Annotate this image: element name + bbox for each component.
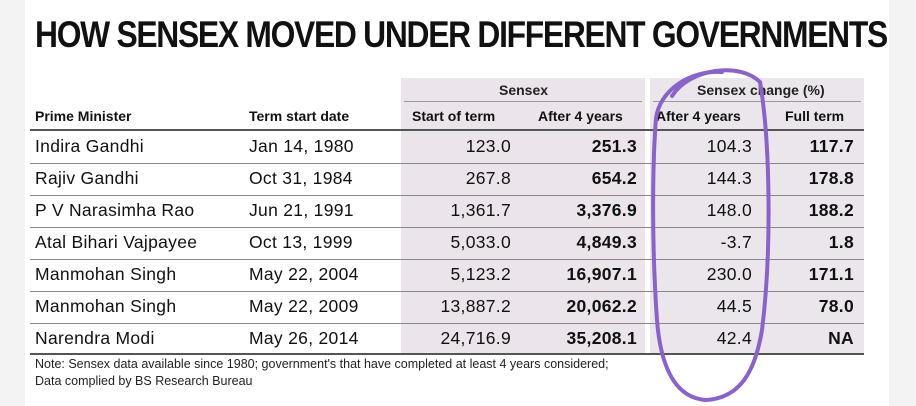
cell-term-start: Jan 14, 1980 — [249, 136, 354, 156]
cell-prime-minister: Narendra Modi — [35, 328, 155, 348]
cell-prime-minister: Rajiv Gandhi — [35, 168, 139, 188]
cell-after-4-years: 654.2 — [591, 168, 637, 188]
cell-change-after-4-years: -3.7 — [720, 232, 752, 252]
cell-start-of-term: 13,887.2 — [440, 296, 511, 316]
sensex-column-shade — [401, 78, 645, 354]
cell-change-after-4-years: 144.3 — [706, 168, 752, 188]
row-divider — [30, 163, 864, 164]
row-divider — [30, 259, 864, 260]
page-title: HOW SENSEX MOVED UNDER DIFFERENT GOVERNM… — [35, 14, 888, 55]
cell-after-4-years: 251.3 — [591, 136, 637, 156]
change-group-header: Sensex change (%) — [697, 82, 825, 98]
change-group-underline — [653, 101, 861, 102]
cell-after-4-years: 4,849.3 — [576, 232, 637, 252]
left-margin — [0, 0, 25, 406]
header-change-after-4-years: After 4 years — [656, 108, 741, 124]
cell-full-term: 78.0 — [818, 296, 854, 316]
header-start-of-term: Start of term — [412, 108, 496, 124]
cell-prime-minister: Manmohan Singh — [35, 296, 177, 316]
cell-prime-minister: Atal Bihari Vajpayee — [35, 232, 198, 252]
cell-full-term: 188.2 — [808, 200, 854, 220]
cell-change-after-4-years: 148.0 — [706, 200, 752, 220]
cell-start-of-term: 5,123.2 — [450, 264, 511, 284]
cell-term-start: May 22, 2009 — [249, 296, 359, 316]
header-after-4-years: After 4 years — [538, 108, 623, 124]
header-prime-minister: Prime Minister — [35, 108, 132, 124]
row-divider — [30, 227, 864, 228]
cell-change-after-4-years: 44.5 — [716, 296, 752, 316]
row-divider — [30, 291, 864, 292]
row-divider — [30, 195, 864, 196]
cell-prime-minister: Indira Gandhi — [35, 136, 144, 156]
row-divider — [30, 323, 864, 324]
cell-change-after-4-years: 42.4 — [716, 328, 752, 348]
sensex-group-underline — [404, 101, 642, 102]
cell-start-of-term: 24,716.9 — [440, 328, 511, 348]
note-line-1: Note: Sensex data available since 1980; … — [35, 357, 609, 371]
sensex-group-header: Sensex — [499, 82, 549, 98]
header-full-term: Full term — [785, 108, 845, 124]
right-margin — [889, 0, 916, 406]
cell-term-start: Oct 13, 1999 — [249, 232, 353, 252]
cell-after-4-years: 35,208.1 — [566, 328, 637, 348]
cell-change-after-4-years: 230.0 — [706, 264, 752, 284]
cell-full-term: 178.8 — [808, 168, 854, 188]
cell-start-of-term: 1,361.7 — [450, 200, 511, 220]
note-line-2: Data complied by BS Research Bureau — [35, 374, 253, 388]
cell-prime-minister: P V Narasimha Rao — [35, 200, 195, 220]
cell-term-start: May 26, 2014 — [249, 328, 359, 348]
header-divider — [30, 129, 864, 131]
cell-full-term: 171.1 — [808, 264, 854, 284]
cell-full-term: 1.8 — [828, 232, 854, 252]
cell-after-4-years: 20,062.2 — [566, 296, 637, 316]
cell-start-of-term: 123.0 — [465, 136, 511, 156]
cell-start-of-term: 267.8 — [465, 168, 511, 188]
header-term-start: Term start date — [249, 108, 350, 124]
cell-full-term: NA — [828, 328, 854, 348]
cell-term-start: Oct 31, 1984 — [249, 168, 353, 188]
cell-term-start: May 22, 2004 — [249, 264, 359, 284]
cell-change-after-4-years: 104.3 — [706, 136, 752, 156]
cell-start-of-term: 5,033.0 — [450, 232, 511, 252]
cell-after-4-years: 16,907.1 — [566, 264, 637, 284]
cell-prime-minister: Manmohan Singh — [35, 264, 177, 284]
cell-term-start: Jun 21, 1991 — [249, 200, 354, 220]
cell-after-4-years: 3,376.9 — [576, 200, 637, 220]
table-bottom-rule — [30, 353, 864, 355]
cell-full-term: 117.7 — [809, 136, 854, 156]
